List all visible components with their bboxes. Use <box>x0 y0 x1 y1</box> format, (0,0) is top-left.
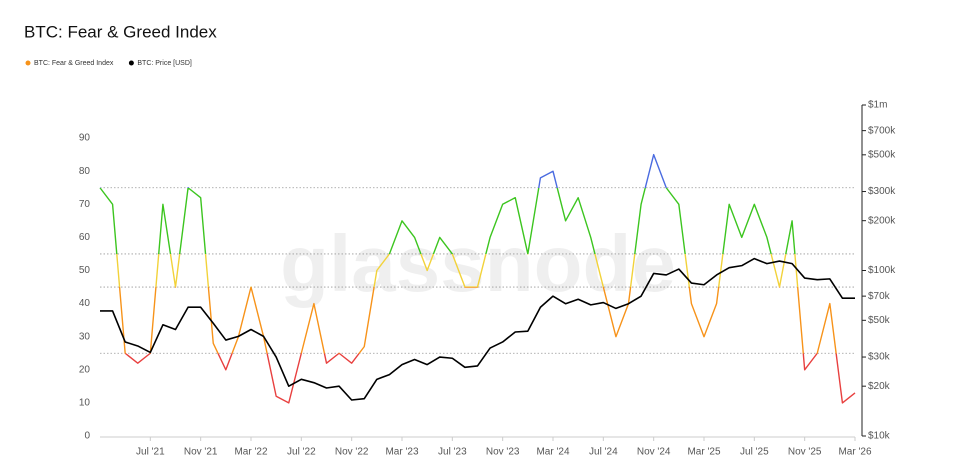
x-tick-label: Nov '22 <box>335 447 369 458</box>
x-tick-label: Jul '21 <box>136 447 165 458</box>
y2-tick-label: $50k <box>868 315 891 326</box>
y-tick-label: 10 <box>79 398 91 409</box>
y-tick-label: 60 <box>79 232 91 243</box>
watermark: glassnode <box>280 219 676 308</box>
y-tick-label: 40 <box>79 298 91 309</box>
y2-tick-label: $100k <box>868 265 896 276</box>
x-tick-label: Nov '21 <box>184 447 218 458</box>
legend-label: BTC: Price [USD] <box>137 60 192 67</box>
y2-tick-label: $300k <box>868 186 896 197</box>
y2-tick-label: $20k <box>868 381 891 392</box>
index-line <box>99 153 856 404</box>
y-tick-label: 30 <box>79 331 91 342</box>
x-tick-label: Mar '23 <box>385 447 418 458</box>
legend-marker <box>128 60 134 66</box>
y2-tick-label: $200k <box>868 215 896 226</box>
x-tick-label: Nov '23 <box>486 447 520 458</box>
legend-marker <box>25 60 31 66</box>
x-tick-label: Jul '24 <box>589 447 618 458</box>
x-tick-label: Nov '24 <box>637 447 671 458</box>
legend-label: BTC: Fear & Greed Index <box>34 60 114 67</box>
y2-tick-label: $70k <box>868 291 891 302</box>
y-tick-label: 0 <box>84 431 90 442</box>
x-tick-label: Jul '25 <box>740 447 769 458</box>
price-line <box>100 257 855 401</box>
x-tick-label: Mar '26 <box>838 447 871 458</box>
y2-tick-label: $30k <box>868 352 891 363</box>
x-tick-label: Mar '24 <box>536 447 569 458</box>
y-tick-label: 80 <box>79 166 91 177</box>
x-tick-label: Mar '25 <box>687 447 720 458</box>
y-tick-label: 20 <box>79 364 91 375</box>
y2-tick-label: $700k <box>868 125 896 136</box>
x-tick-label: Jul '23 <box>438 447 467 458</box>
chart-title: BTC: Fear & Greed Index <box>24 22 217 41</box>
y-tick-label: 50 <box>79 265 91 276</box>
x-tick-label: Jul '22 <box>287 447 316 458</box>
y2-tick-label: $10k <box>868 431 891 442</box>
y2-tick-label: $500k <box>868 149 896 160</box>
x-tick-label: Mar '22 <box>234 447 267 458</box>
y-tick-label: 90 <box>79 133 91 144</box>
y2-tick-label: $1m <box>868 100 887 111</box>
y-tick-label: 70 <box>79 199 91 210</box>
x-tick-label: Nov '25 <box>788 447 822 458</box>
